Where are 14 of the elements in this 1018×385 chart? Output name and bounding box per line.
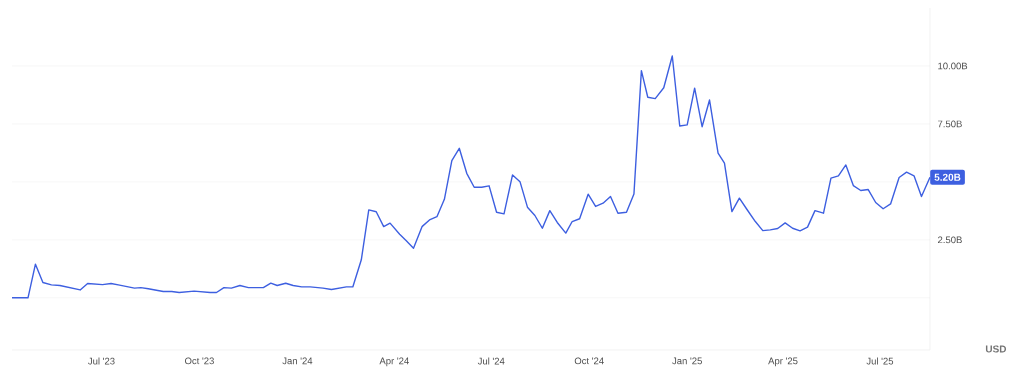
x-tick-label: Jan '24 <box>282 357 313 365</box>
y-tick-label: 10.00B <box>938 62 968 70</box>
x-tick-label: Jul '24 <box>477 357 505 365</box>
y-tick-label: 7.50B <box>938 120 962 128</box>
x-tick-label: Apr '25 <box>768 357 798 367</box>
x-tick-label: Oct '24 <box>574 357 604 365</box>
annotation: 5.20B <box>934 173 961 181</box>
y-axis-title: USD <box>985 345 1007 353</box>
x-tick-label: Apr '24 <box>379 357 409 367</box>
y-tick-label: 2.50B <box>937 236 962 244</box>
x-tick-label: Jul '23 <box>88 357 115 365</box>
x-tick-label: Jan '25 <box>672 357 702 365</box>
x-tick-label: Jul '25 <box>866 357 894 365</box>
x-tick-label: Oct '23 <box>185 357 214 365</box>
